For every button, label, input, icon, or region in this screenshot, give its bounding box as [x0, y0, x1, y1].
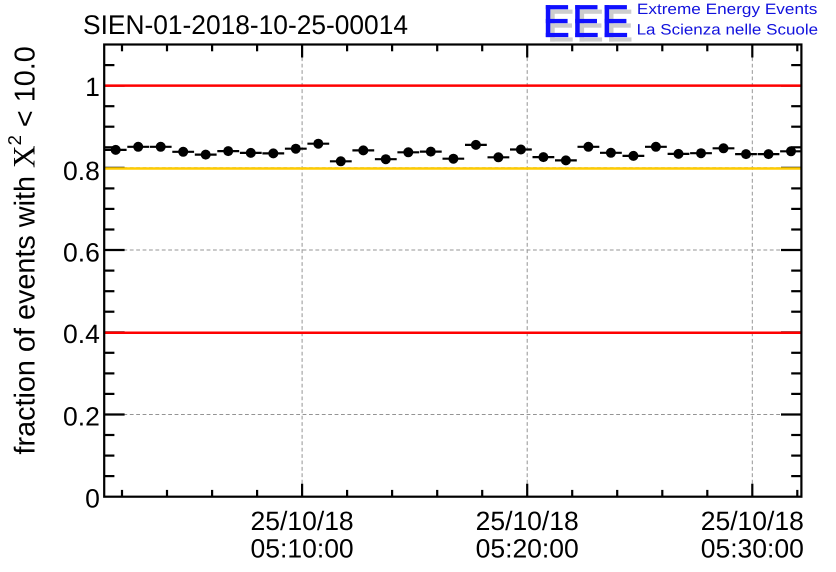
svg-text:SIEN-01-2018-10-25-00014: SIEN-01-2018-10-25-00014: [83, 10, 408, 40]
svg-text:0: 0: [85, 484, 100, 514]
svg-text:0.6: 0.6: [63, 237, 100, 267]
svg-text:05:20:00: 05:20:00: [476, 534, 579, 564]
svg-text:05:10:00: 05:10:00: [251, 534, 354, 564]
svg-text:La Scienza nelle Scuole: La Scienza nelle Scuole: [637, 21, 819, 38]
svg-text:25/10/18: 25/10/18: [476, 506, 579, 536]
svg-text:0.2: 0.2: [63, 401, 100, 431]
svg-text:25/10/18: 25/10/18: [701, 506, 804, 536]
svg-text:Extreme Energy Events: Extreme Energy Events: [637, 1, 818, 18]
svg-text:0.8: 0.8: [63, 156, 100, 186]
svg-text:1: 1: [85, 72, 100, 102]
svg-text:25/10/18: 25/10/18: [251, 506, 354, 536]
svg-text:05:30:00: 05:30:00: [701, 534, 804, 564]
svg-text:fraction of events with Χ2 < 1: fraction of events with Χ2 < 10.0: [4, 46, 41, 454]
svg-text:0.4: 0.4: [63, 319, 100, 349]
